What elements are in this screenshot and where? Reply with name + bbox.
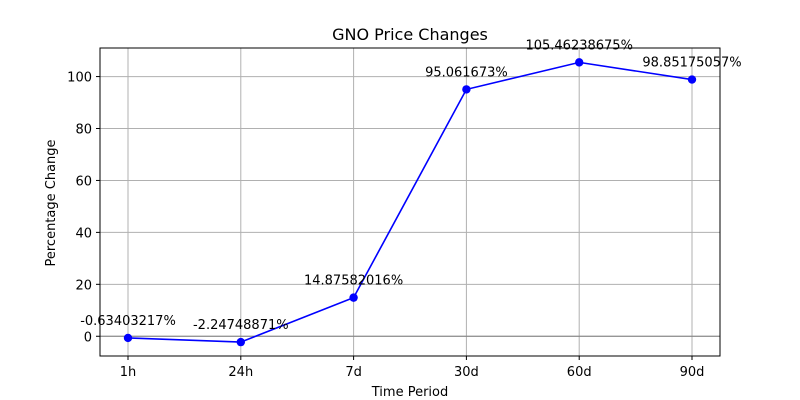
x-tick-label: 1h [120, 365, 137, 380]
y-tick-label: 100 [67, 71, 92, 86]
data-labels: -0.63403217% -2.24748871% 14.87582016% 95.0… [80, 38, 741, 333]
y-tick-label: 60 [75, 174, 92, 189]
data-label: 95.061673% [425, 65, 508, 80]
x-tick-label: 90d [680, 365, 705, 380]
y-tick-label: 80 [75, 123, 92, 138]
data-point [236, 337, 245, 347]
y-tick-label: 0 [84, 330, 92, 345]
data-point [123, 333, 133, 343]
data-label: -0.63403217% [80, 314, 176, 329]
chart-title: GNO Price Changes [332, 25, 488, 44]
x-tick-label: 60d [567, 365, 592, 380]
y-tick-label: 40 [75, 226, 92, 241]
data-label: 14.87582016% [304, 274, 403, 289]
data-point [687, 75, 697, 84]
y-axis-label: Percentage Change [44, 139, 59, 266]
data-point [349, 293, 358, 302]
y-tick-label: 20 [75, 278, 92, 293]
series-line [123, 58, 697, 347]
x-tick-label: 24h [228, 365, 253, 380]
data-label: -2.24748871% [193, 318, 289, 333]
x-axis-ticks: 1h 24h 7d 30d 60d 90d [120, 356, 705, 380]
data-point [462, 85, 471, 94]
data-label: 105.46238675% [525, 38, 632, 53]
x-tick-label: 30d [454, 365, 479, 380]
plot-area-frame [99, 47, 721, 357]
data-point [575, 58, 584, 67]
x-tick-label: 7d [345, 365, 362, 380]
series-polyline [127, 61, 693, 343]
y-axis-ticks: 0 20 40 60 80 100 [67, 71, 100, 345]
x-axis-label: Time Period [371, 385, 448, 400]
data-label: 98.85175057% [642, 56, 741, 71]
